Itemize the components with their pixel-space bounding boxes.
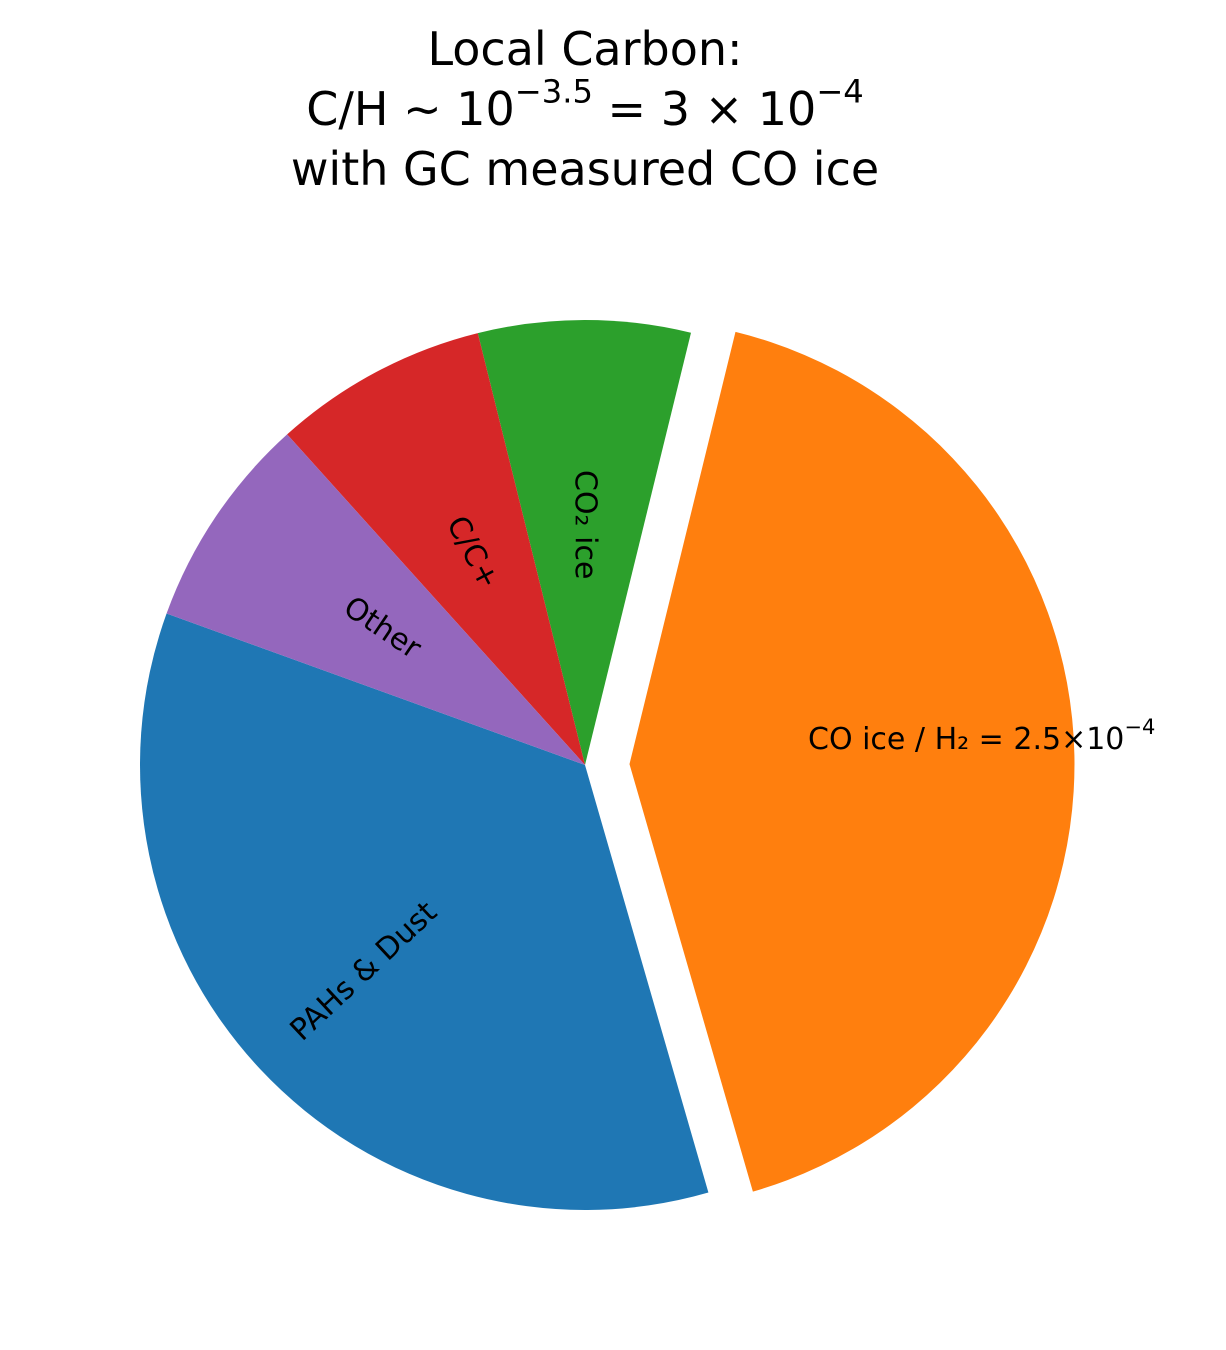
pie-slice [629,331,1075,1192]
chart-title: C/H ∼ 10−3.5 = 3 × 10−4 [306,73,864,136]
pie-slice [139,613,709,1210]
slice-label: CO ice / H₂ = 2.5×10−4 [808,715,1155,757]
superscript: −3.5 [515,73,593,111]
pie-slice [287,333,585,765]
superscript: −4 [1124,715,1155,739]
text-part: with GC measured CO ice [291,142,879,196]
superscript: −4 [816,73,863,111]
pie-slice [166,434,585,765]
text-part: CO₂ ice [568,470,603,579]
chart-title: Local Carbon: [427,22,742,76]
pie-slice [477,320,691,765]
text-part: CO ice / H₂ = 2.5×10 [808,722,1124,757]
text-part: Local Carbon: [427,22,742,76]
slice-label: CO₂ ice [568,470,603,579]
text-part: C/H ∼ 10 [306,82,515,136]
text-part: = 3 × 10 [593,82,816,136]
chart-title: with GC measured CO ice [291,142,879,196]
